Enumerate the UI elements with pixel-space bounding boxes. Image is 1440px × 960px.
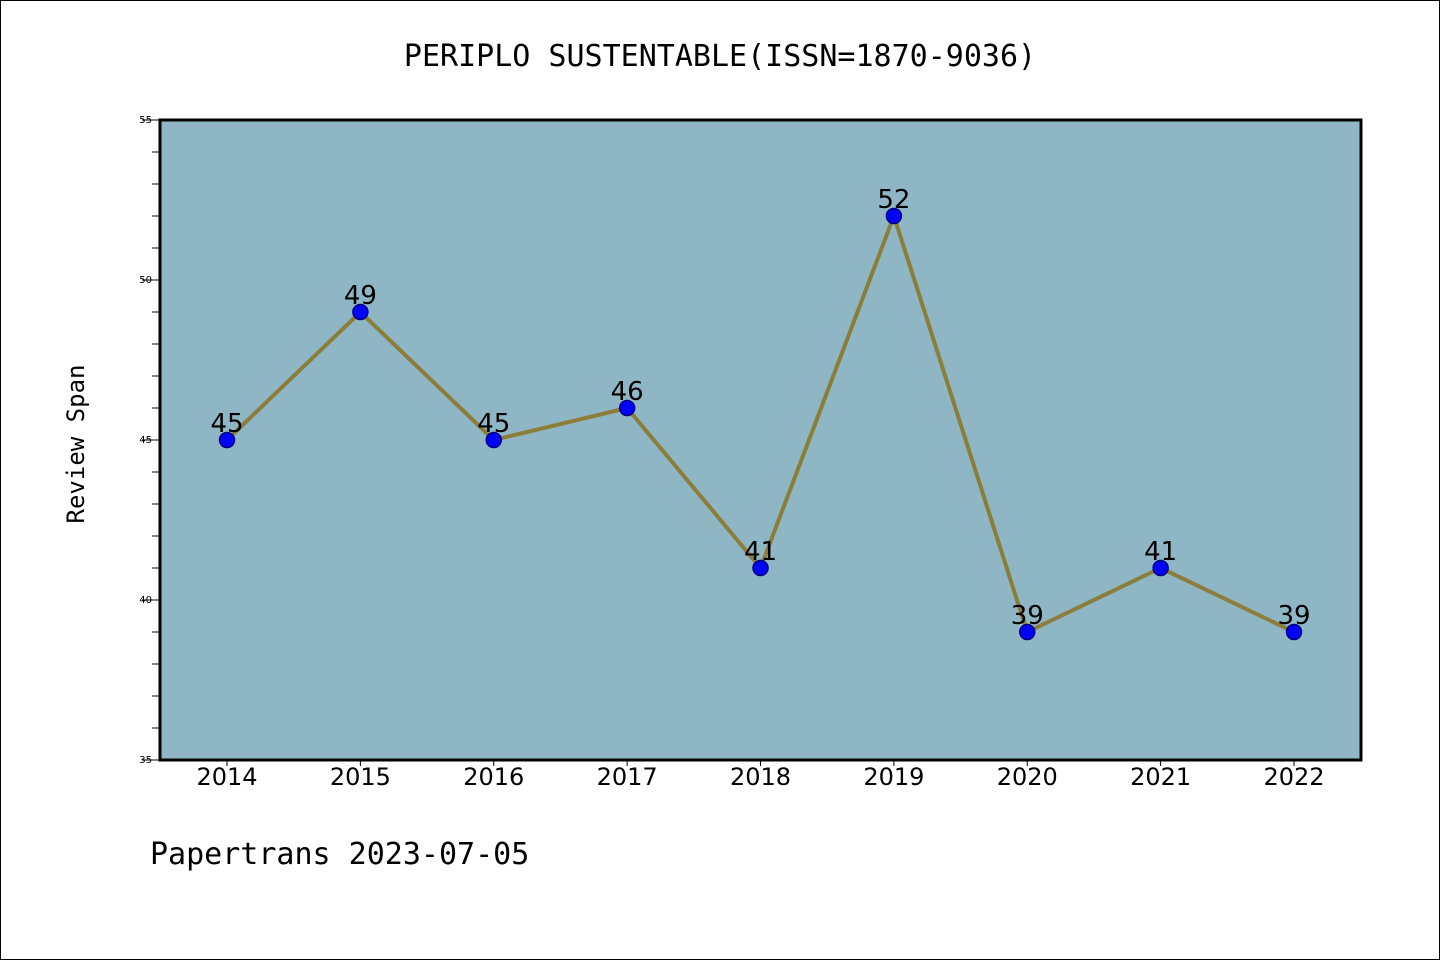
data-label: 41 <box>1144 537 1177 567</box>
y-tick-label: 45 <box>139 435 152 446</box>
y-axis-label: Review Span <box>62 365 90 524</box>
data-label: 39 <box>1011 601 1044 631</box>
data-point <box>1019 623 1036 641</box>
y-tick-label: 50 <box>139 275 152 286</box>
data-point <box>618 399 636 417</box>
data-label: 45 <box>210 409 243 439</box>
data-point <box>1152 559 1169 577</box>
data-label: 45 <box>477 409 510 439</box>
x-axis: 2014 2015 2016 2017 2018 2019 2020 2021 2022 <box>196 760 1325 791</box>
data-point <box>352 303 369 321</box>
y-tick-label: 55 <box>139 115 152 126</box>
data-point <box>218 431 236 449</box>
x-tick-label: 2016 <box>463 763 524 791</box>
plot-area <box>160 120 1361 760</box>
x-tick-label: 2020 <box>997 763 1058 791</box>
data-point <box>885 207 903 225</box>
footer-stamp: Papertrans 2023-07-05 <box>150 837 529 872</box>
plot-border <box>158 118 1363 762</box>
y-tick-label: 35 <box>139 755 152 766</box>
data-label: 49 <box>344 281 377 311</box>
data-point <box>485 431 502 449</box>
y-tick-label: 40 <box>139 595 152 606</box>
data-label: 41 <box>744 537 777 567</box>
series-layer: 45 49 45 46 41 52 39 41 39 <box>210 185 1311 641</box>
data-point <box>752 559 769 577</box>
chart-title: PERIPLO SUSTENTABLE(ISSN=1870-9036) <box>404 39 1036 74</box>
data-label: 46 <box>611 377 644 407</box>
x-tick-label: 2022 <box>1263 763 1324 791</box>
data-point <box>1285 623 1303 641</box>
x-tick-label: 2017 <box>597 763 658 791</box>
data-label: 52 <box>877 185 910 215</box>
x-tick-label: 2021 <box>1130 763 1191 791</box>
x-tick-label: 2015 <box>330 763 391 791</box>
data-label: 39 <box>1277 601 1310 631</box>
y-axis: 35 40 45 50 55 <box>139 115 160 766</box>
x-tick-label: 2018 <box>730 763 791 791</box>
x-tick-label: 2019 <box>863 763 924 791</box>
x-tick-label: 2014 <box>196 763 257 791</box>
